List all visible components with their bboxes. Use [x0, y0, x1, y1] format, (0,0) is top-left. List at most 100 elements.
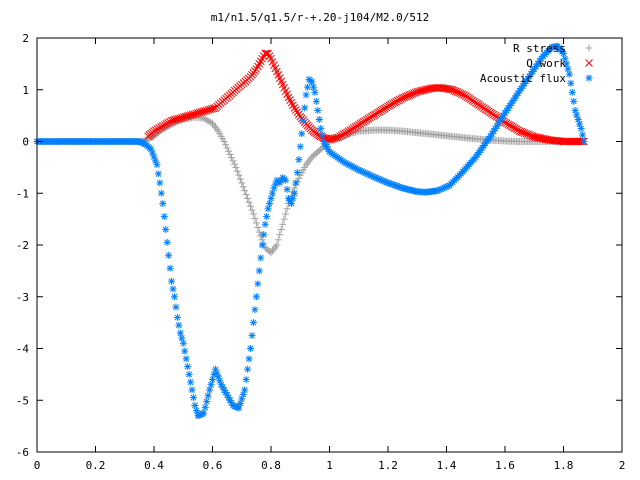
- series-q-work: [144, 49, 588, 146]
- data-point: [309, 83, 317, 91]
- data-point: [334, 133, 343, 142]
- data-point: [295, 156, 303, 164]
- data-point: [207, 381, 215, 389]
- data-point: [244, 194, 252, 202]
- data-point: [579, 131, 587, 139]
- x-tick-label: 1.6: [495, 459, 515, 472]
- data-point: [294, 110, 303, 119]
- data-point: [293, 169, 301, 177]
- data-point: [283, 205, 291, 213]
- data-point: [201, 403, 209, 411]
- data-point: [187, 378, 195, 386]
- data-point: [277, 225, 285, 233]
- data-point: [287, 200, 295, 208]
- x-tick-label: 1: [326, 459, 333, 472]
- data-point: [151, 126, 160, 134]
- data-point: [182, 355, 190, 363]
- data-point: [191, 401, 199, 409]
- data-point: [201, 115, 209, 123]
- data-point: [318, 131, 326, 139]
- y-tick-label: -2: [16, 239, 29, 252]
- data-point: [254, 280, 262, 288]
- data-point: [178, 334, 186, 342]
- data-point: [298, 130, 306, 138]
- data-point: [311, 88, 319, 96]
- data-point: [251, 214, 259, 222]
- data-point: [226, 150, 234, 158]
- data-point: [314, 106, 322, 114]
- data-point: [535, 134, 543, 142]
- x-tick-label: 0.4: [144, 459, 164, 472]
- data-point: [339, 130, 348, 139]
- data-point: [157, 189, 165, 197]
- data-point: [165, 251, 173, 259]
- data-point: [184, 363, 192, 371]
- data-point: [175, 321, 183, 329]
- data-point: [252, 293, 260, 301]
- data-point: [244, 365, 252, 373]
- data-point: [230, 160, 238, 168]
- y-tick-label: -1: [16, 187, 29, 200]
- data-point: [163, 238, 171, 246]
- data-point: [296, 143, 304, 151]
- x-tick-label: 0.6: [203, 459, 223, 472]
- data-point: [268, 189, 276, 197]
- y-tick-label: -3: [16, 291, 29, 304]
- legend-marker: [585, 44, 593, 52]
- data-point: [317, 125, 325, 133]
- data-point: [220, 138, 228, 145]
- data-point: [238, 179, 246, 187]
- data-point: [530, 132, 539, 141]
- data-point: [299, 117, 307, 125]
- data-point: [205, 117, 213, 125]
- data-point: [229, 157, 237, 165]
- data-point: [254, 224, 262, 232]
- data-point: [304, 83, 312, 91]
- data-point: [200, 409, 208, 417]
- y-tick-label: 2: [22, 32, 29, 45]
- data-point: [160, 213, 168, 221]
- data-point: [282, 176, 290, 184]
- series-acoustic-flux: [33, 42, 588, 420]
- data-point: [173, 313, 181, 321]
- data-point: [170, 293, 178, 301]
- data-point: [176, 329, 184, 337]
- data-point: [532, 133, 540, 142]
- data-point: [312, 97, 320, 105]
- chart-title: m1/n1.5/q1.5/r-+.20-j104/M2.0/512: [211, 11, 430, 24]
- x-tick-label: 1.2: [378, 459, 398, 472]
- data-point: [336, 132, 344, 141]
- data-point: [185, 370, 193, 378]
- data-point: [540, 135, 548, 143]
- data-point: [203, 116, 211, 124]
- data-point: [290, 104, 299, 112]
- x-tick-label: 1.4: [437, 459, 457, 472]
- y-tick-label: -5: [16, 394, 29, 407]
- data-point: [233, 167, 241, 175]
- legend-marker: [585, 59, 593, 67]
- data-point: [242, 191, 250, 199]
- data-point: [247, 202, 255, 210]
- data-point: [524, 75, 532, 83]
- data-point: [263, 213, 271, 221]
- data-point: [565, 70, 573, 78]
- data-point: [289, 194, 297, 202]
- data-point: [164, 119, 172, 127]
- data-point: [264, 205, 272, 213]
- data-point: [204, 392, 212, 400]
- data-point: [337, 131, 346, 140]
- data-point: [538, 134, 547, 143]
- data-point: [295, 174, 303, 182]
- data-point: [154, 170, 162, 178]
- data-point: [223, 144, 231, 152]
- data-point: [168, 277, 176, 285]
- data-point: [529, 67, 537, 75]
- data-point: [562, 60, 570, 68]
- data-point: [158, 122, 167, 130]
- data-point: [293, 108, 302, 117]
- data-point: [200, 114, 208, 122]
- x-tick-label: 2: [619, 459, 626, 472]
- x-tick-label: 0.2: [86, 459, 106, 472]
- data-point: [245, 198, 253, 206]
